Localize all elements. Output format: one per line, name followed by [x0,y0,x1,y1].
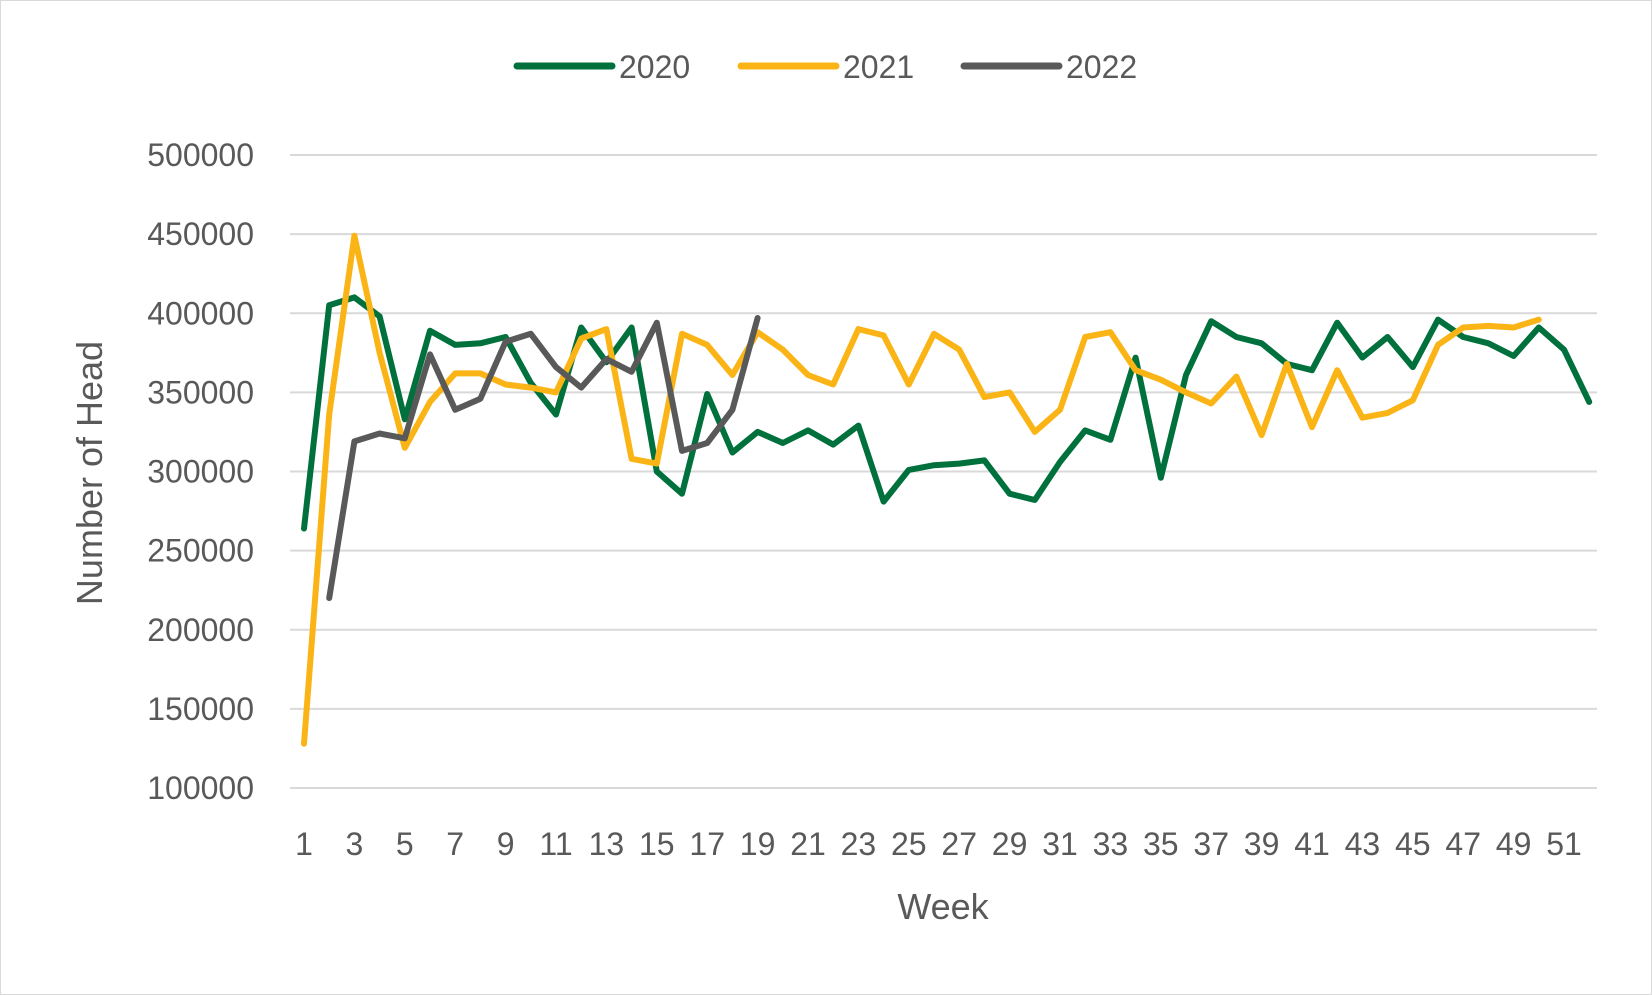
y-tick-label: 500000 [147,137,254,173]
series-line-2021 [301,232,1542,747]
x-tick-label: 9 [497,826,515,862]
legend-label-2022: 2022 [1066,49,1137,85]
x-tick-label: 19 [740,826,776,862]
y-tick-label: 400000 [147,295,254,331]
legend: 2020 2021 2022 [513,49,1137,85]
x-tick-label: 21 [790,826,826,862]
y-tick-label: 350000 [147,374,254,410]
y-tick-label: 200000 [147,612,254,648]
y-tick-label: 150000 [147,691,254,727]
x-tick-label: 45 [1395,826,1431,862]
x-tick-label: 31 [1042,826,1078,862]
x-tick-label: 29 [992,826,1028,862]
x-axis-title: Week [897,886,989,927]
x-tick-label: 47 [1445,826,1481,862]
y-tick-label: 100000 [147,770,254,806]
x-tick-label: 25 [891,826,927,862]
legend-label-2021: 2021 [843,49,914,85]
y-tick-label: 450000 [147,216,254,252]
x-tick-label: 23 [841,826,877,862]
y-tick-labels: 100000 150000 200000 250000 300000 350000 4000… [147,137,254,806]
x-tick-label: 3 [346,826,364,862]
x-tick-label: 39 [1244,826,1280,862]
x-tick-label: 7 [446,826,464,862]
y-tick-label: 300000 [147,454,254,490]
x-tick-label: 1 [295,826,313,862]
y-axis-title: Number of Head [69,341,110,605]
y-tick-label: 250000 [147,533,254,569]
series-line-2020 [301,294,1593,532]
x-tick-label: 51 [1546,826,1582,862]
x-tick-labels: 1 3 5 7 9 11 13 15 17 19 21 23 25 27 29 31 33 35 37 39 41 43 4… [295,826,1582,862]
series-lines [301,232,1593,747]
x-tick-label: 17 [689,826,725,862]
legend-label-2020: 2020 [619,49,690,85]
x-tick-label: 41 [1294,826,1330,862]
x-tick-label: 33 [1093,826,1129,862]
x-tick-label: 43 [1345,826,1381,862]
x-tick-label: 13 [589,826,625,862]
series-line-2022 [326,315,761,602]
x-tick-label: 27 [941,826,977,862]
x-tick-label: 5 [396,826,414,862]
x-tick-label: 11 [539,826,572,862]
x-tick-label: 49 [1496,826,1532,862]
x-tick-label: 35 [1143,826,1179,862]
x-tick-label: 37 [1193,826,1229,862]
gridlines [290,154,1597,789]
x-tick-label: 15 [639,826,675,862]
